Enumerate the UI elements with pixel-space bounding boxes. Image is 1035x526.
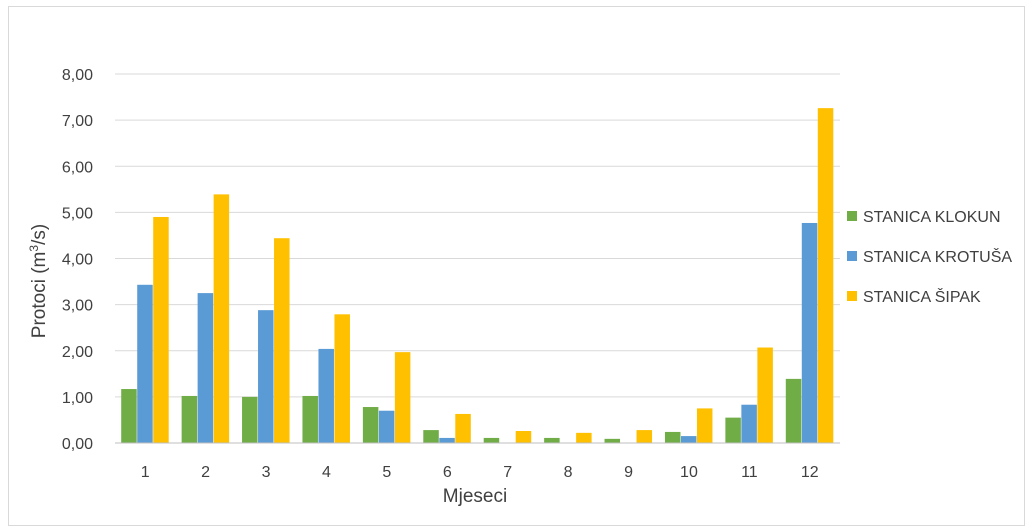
bar-1-3 [242,396,258,443]
y-axis-title-main: Protoci (m [29,252,50,339]
y-tick-label: 2,00 [62,344,93,361]
y-tick-label: 1,00 [62,390,93,407]
x-tick-label: 4 [322,464,331,481]
y-axis-title: Protoci (m3/s) [27,224,50,338]
bar-1-4 [302,395,318,443]
y-tick-label: 3,00 [62,298,93,315]
y-axis-title-superscript: 3 [27,245,41,252]
x-tick-label: 2 [201,464,210,481]
x-tick-label: 9 [624,464,633,481]
bar-2-12 [801,222,818,443]
bar-3-9 [636,430,653,443]
x-tick-label: 11 [741,464,758,481]
x-tick-label: 10 [680,464,698,481]
bar-1-1 [121,389,137,443]
legend-swatch [847,211,857,221]
bar-3-8 [576,432,592,443]
bar-3-5 [394,352,411,443]
bar-1-12 [785,378,802,443]
bar-1-7 [483,437,500,443]
legend-label: STANICA ŠIPAK [863,287,981,306]
bar-3-7 [515,431,532,443]
x-tick-label: 1 [141,464,150,481]
y-tick-label: 7,00 [62,113,93,130]
y-tick-label: 8,00 [62,67,93,84]
x-tick-label: 8 [564,464,573,481]
x-tick-label: 5 [382,464,391,481]
bar-2-10 [680,436,697,443]
y-tick-label: 5,00 [62,205,93,222]
bar-3-2 [213,194,230,443]
bar-3-12 [817,108,834,443]
bar-3-6 [455,413,471,443]
gridlines [115,73,840,398]
x-tick-label: 12 [801,464,819,481]
legend-swatch [847,251,857,261]
x-axis-title: Mjeseci [443,486,507,507]
bar-3-4 [334,314,350,443]
bar-1-10 [664,431,681,443]
bar-1-5 [362,407,379,443]
bar-3-1 [153,216,169,443]
bars [121,108,834,443]
bar-2-6 [439,437,455,443]
bar-2-4 [318,348,334,443]
bar-3-10 [696,408,713,443]
bar-2-3 [258,310,274,443]
bar-2-5 [378,410,395,443]
bar-2-11 [741,404,757,443]
bar-1-2 [181,395,198,443]
bar-3-3 [274,238,290,443]
bar-2-2 [197,293,214,443]
x-axis-ticks: 1 2 3 4 5 6 7 8 9 10 11 12 [141,464,819,481]
legend-swatch [847,291,857,301]
x-tick-label: 3 [262,464,271,481]
y-axis-title-tail: /s) [29,224,50,245]
legend: STANICA KLOKUN STANICA KROTUŠA STANICA ŠIP… [847,209,1012,306]
y-tick-label: 6,00 [62,159,93,176]
bar-1-11 [725,417,741,443]
bar-1-9 [604,438,621,443]
x-tick-label: 6 [443,464,452,481]
y-tick-label: 4,00 [62,252,93,269]
legend-label: STANICA KLOKUN [863,209,1001,226]
x-tick-label: 7 [503,464,512,481]
y-axis-ticks: 0,00 1,00 2,00 3,00 4,00 5,00 6,00 7,00 8,00 [62,67,93,453]
y-tick-label: 0,00 [62,436,93,453]
bar-1-6 [423,430,439,443]
bar-2-1 [137,284,153,443]
legend-label: STANICA KROTUŠA [863,247,1012,266]
bar-3-11 [757,347,773,443]
bar-1-8 [544,437,560,443]
